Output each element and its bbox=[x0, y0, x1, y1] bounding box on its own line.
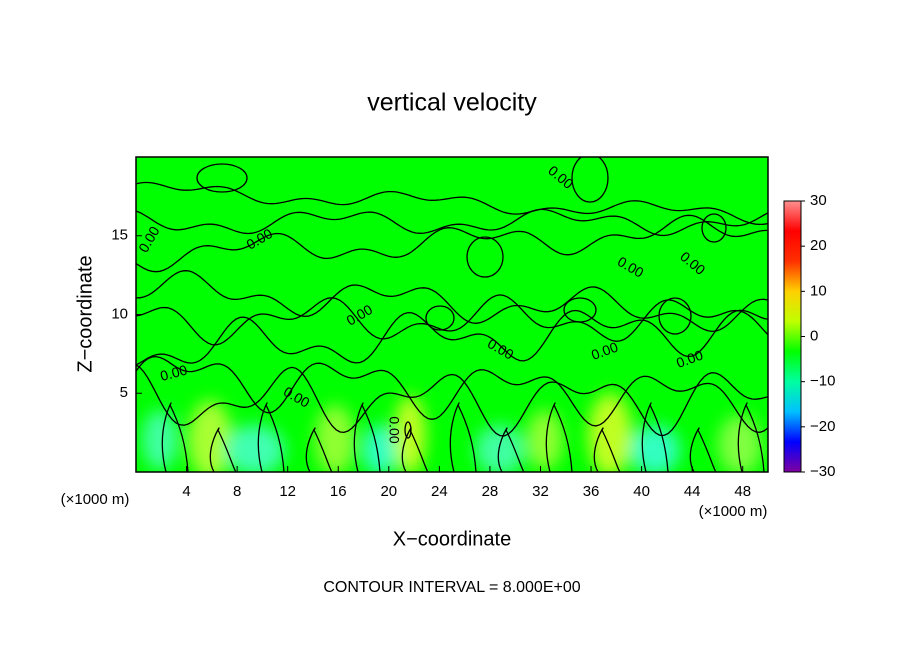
contour-line bbox=[136, 364, 768, 437]
contour-line bbox=[136, 208, 768, 237]
field: 0.00 0.000.000.00 0.000.000.000.000.00 0.00… bbox=[136, 157, 768, 472]
colorbar bbox=[783, 200, 802, 473]
contour-line bbox=[136, 181, 768, 226]
x-tick-label: 40 bbox=[633, 483, 650, 500]
x-tick-label: 44 bbox=[684, 483, 701, 500]
x-tick-label: 12 bbox=[279, 483, 296, 500]
contour-line bbox=[641, 402, 669, 472]
contour-line bbox=[593, 427, 621, 472]
y-unit: (×1000 m) bbox=[61, 491, 130, 508]
y-tick-label: 15 bbox=[111, 227, 128, 244]
contours: 0.00 0.000.000.00 0.000.000.000.000.00 0.00… bbox=[136, 157, 768, 472]
colorbar-tick-label: 20 bbox=[810, 237, 827, 254]
contour-label: 0.00 bbox=[158, 361, 189, 384]
contour-loop bbox=[404, 421, 412, 439]
contour-line bbox=[497, 427, 525, 472]
contour-line bbox=[353, 402, 381, 472]
contour-line bbox=[545, 402, 573, 472]
contour-line bbox=[401, 427, 429, 472]
y-tick-label: 5 bbox=[120, 384, 128, 401]
contour-label: 0.00 bbox=[386, 416, 402, 443]
contour-line bbox=[305, 427, 333, 472]
contour-loop bbox=[701, 213, 727, 243]
x-tick-label: 16 bbox=[330, 483, 347, 500]
contour-loop bbox=[658, 297, 692, 335]
x-unit: (×1000 m) bbox=[699, 503, 768, 520]
contour-line bbox=[209, 427, 237, 472]
y-axis-label: Z−coordinate bbox=[74, 255, 96, 372]
x-tick-label: 36 bbox=[583, 483, 600, 500]
contour-loop bbox=[466, 236, 504, 278]
x-tick-label: 20 bbox=[380, 483, 397, 500]
chart-title: vertical velocity bbox=[367, 89, 537, 117]
x-tick-label: 4 bbox=[182, 483, 190, 500]
contour-line bbox=[136, 214, 768, 273]
contour-line bbox=[136, 355, 768, 433]
contour-line bbox=[161, 402, 189, 472]
footer: CONTOUR INTERVAL = 8.000E+00 bbox=[323, 579, 580, 596]
contour-line bbox=[449, 402, 477, 472]
colorbar-tick-label: 0 bbox=[810, 327, 818, 344]
x-tick-label: 48 bbox=[734, 483, 751, 500]
contour-loop bbox=[563, 297, 597, 323]
x-tick-label: 24 bbox=[431, 483, 448, 500]
contour-loop bbox=[571, 157, 609, 203]
x-tick-label: 32 bbox=[532, 483, 549, 500]
colorbar-tick-label: −30 bbox=[810, 463, 835, 480]
colorbar-tick-label: −20 bbox=[810, 418, 835, 435]
contour-line bbox=[136, 270, 768, 333]
x-tick-label: 8 bbox=[233, 483, 241, 500]
contour-line bbox=[136, 294, 768, 346]
colorbar-tick-label: 10 bbox=[810, 282, 827, 299]
contour-loop bbox=[196, 163, 248, 193]
x-axis-label: X−coordinate bbox=[393, 528, 511, 550]
contour-line bbox=[257, 402, 285, 472]
contour-line bbox=[136, 309, 768, 366]
contour-line bbox=[689, 427, 717, 472]
colorbar-tick-label: 30 bbox=[810, 192, 827, 209]
y-tick-label: 10 bbox=[111, 305, 128, 322]
contour-loop bbox=[425, 305, 455, 331]
x-tick-label: 28 bbox=[482, 483, 499, 500]
colorbar-tick-label: −10 bbox=[810, 373, 835, 390]
contour-line bbox=[737, 402, 765, 472]
